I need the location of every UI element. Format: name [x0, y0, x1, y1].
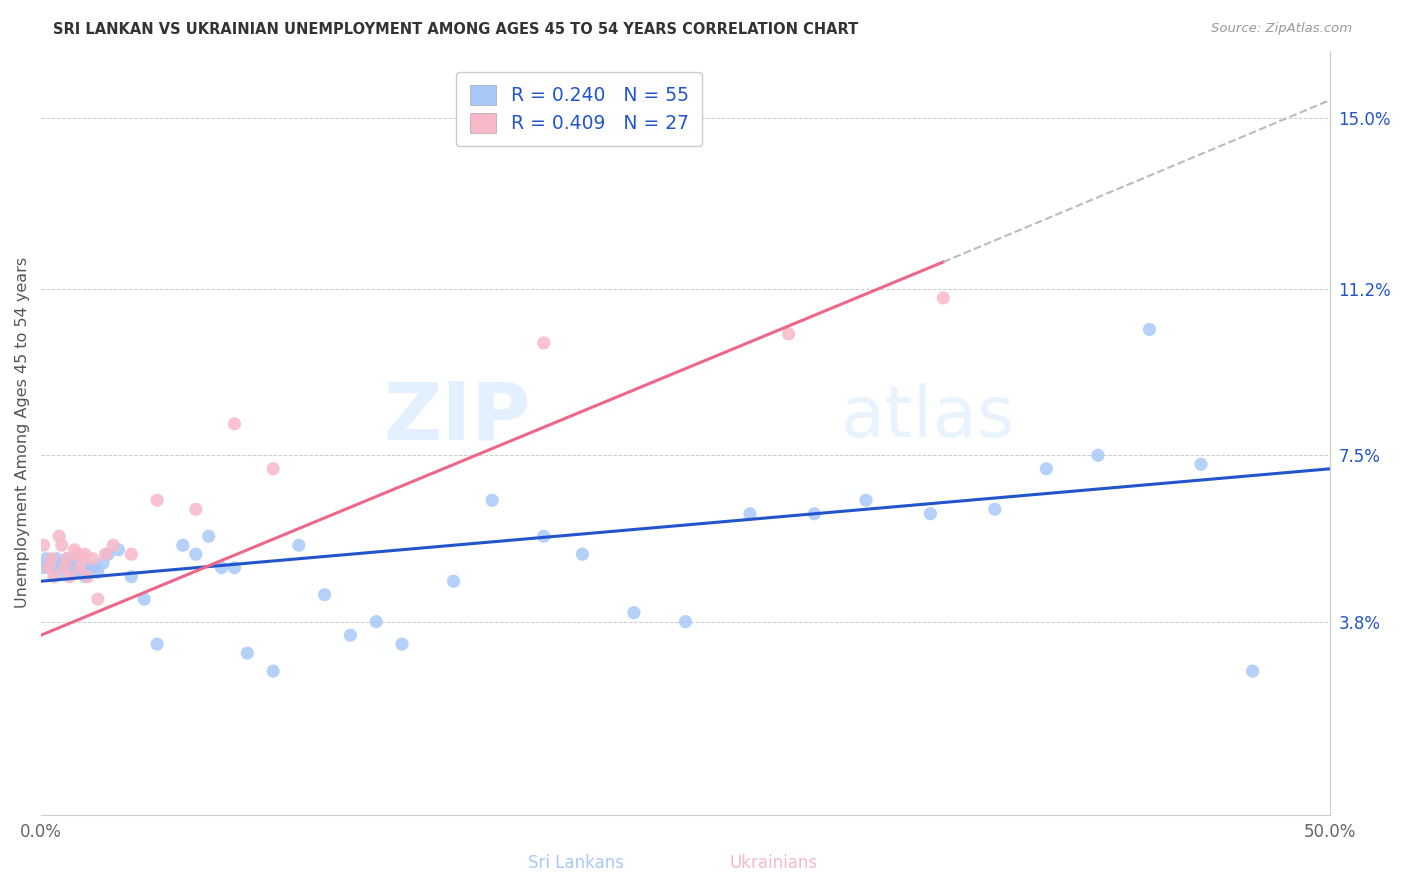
Point: [69, 560, 91, 574]
Point: [51, 556, 73, 570]
Point: [66, 556, 89, 570]
Point: [533, 335, 555, 350]
Point: [146, 493, 169, 508]
Point: [42, 570, 65, 584]
Point: [778, 326, 800, 341]
Text: atlas: atlas: [841, 383, 1015, 452]
Point: [38, 560, 60, 574]
Point: [932, 291, 955, 305]
Point: [60, 551, 83, 566]
Point: [120, 570, 142, 584]
Point: [72, 565, 94, 579]
Point: [41, 551, 63, 566]
Point: [32, 538, 55, 552]
Point: [1035, 462, 1057, 476]
Point: [45, 551, 67, 566]
Point: [738, 507, 761, 521]
Point: [481, 493, 503, 508]
Point: [56, 551, 79, 566]
Point: [48, 529, 70, 543]
Legend: R = 0.240   N = 55, R = 0.409   N = 27: R = 0.240 N = 55, R = 0.409 N = 27: [457, 71, 702, 146]
Point: [920, 507, 942, 521]
Point: [339, 628, 361, 642]
Point: [107, 542, 129, 557]
Point: [803, 507, 825, 521]
Point: [623, 606, 645, 620]
Point: [533, 529, 555, 543]
Point: [103, 538, 125, 552]
Point: [32, 560, 55, 574]
Point: [211, 560, 233, 574]
Point: [79, 560, 101, 574]
Point: [97, 547, 120, 561]
Point: [35, 551, 58, 566]
Point: [134, 592, 156, 607]
Text: Ukrainians: Ukrainians: [730, 855, 817, 872]
Point: [120, 547, 142, 561]
Point: [58, 570, 80, 584]
Point: [53, 560, 76, 574]
Point: [42, 556, 65, 570]
Point: [82, 551, 104, 566]
Point: [1189, 458, 1212, 472]
Point: [76, 560, 98, 574]
Point: [82, 560, 104, 574]
Text: Sri Lankans: Sri Lankans: [529, 855, 624, 872]
Point: [855, 493, 877, 508]
Point: [76, 570, 98, 584]
Point: [94, 547, 117, 561]
Point: [236, 646, 259, 660]
Point: [391, 637, 413, 651]
Text: Source: ZipAtlas.com: Source: ZipAtlas.com: [1212, 22, 1353, 36]
Point: [224, 417, 246, 431]
Point: [288, 538, 311, 552]
Point: [38, 560, 60, 574]
Point: [58, 560, 80, 574]
Point: [1139, 322, 1161, 336]
Point: [571, 547, 593, 561]
Point: [184, 502, 207, 516]
Point: [1087, 448, 1109, 462]
Point: [91, 556, 114, 570]
Point: [1241, 664, 1264, 678]
Point: [262, 664, 284, 678]
Text: ZIP: ZIP: [384, 378, 531, 457]
Point: [197, 529, 219, 543]
Text: SRI LANKAN VS UKRAINIAN UNEMPLOYMENT AMONG AGES 45 TO 54 YEARS CORRELATION CHART: SRI LANKAN VS UKRAINIAN UNEMPLOYMENT AMO…: [53, 22, 859, 37]
Point: [262, 462, 284, 476]
Point: [172, 538, 194, 552]
Point: [69, 560, 91, 574]
Point: [48, 565, 70, 579]
Point: [314, 588, 336, 602]
Point: [63, 542, 86, 557]
Point: [41, 560, 63, 574]
Point: [184, 547, 207, 561]
Point: [984, 502, 1007, 516]
Point: [63, 565, 86, 579]
Point: [146, 637, 169, 651]
Point: [366, 615, 388, 629]
Point: [87, 565, 110, 579]
Point: [87, 592, 110, 607]
Point: [53, 560, 76, 574]
Y-axis label: Unemployment Among Ages 45 to 54 years: Unemployment Among Ages 45 to 54 years: [15, 257, 30, 608]
Point: [72, 551, 94, 566]
Point: [73, 547, 96, 561]
Point: [224, 560, 246, 574]
Point: [675, 615, 697, 629]
Point: [443, 574, 465, 589]
Point: [73, 570, 96, 584]
Point: [51, 538, 73, 552]
Point: [66, 547, 89, 561]
Point: [56, 551, 79, 566]
